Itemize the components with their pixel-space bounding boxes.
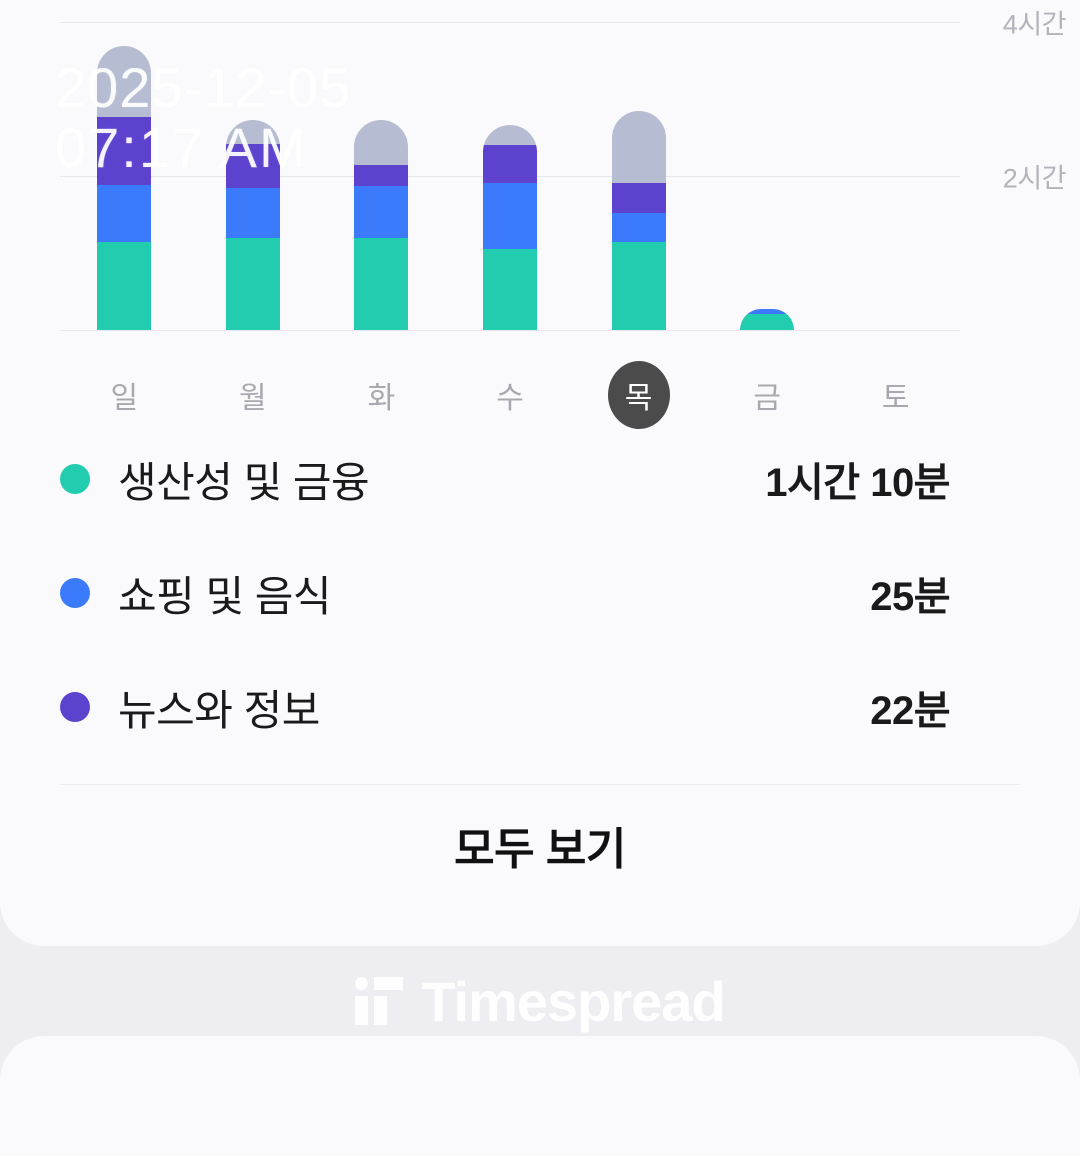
day-label-text: 토 bbox=[881, 382, 910, 415]
divider bbox=[60, 784, 1020, 785]
bar-segment bbox=[97, 117, 152, 185]
bar-segment bbox=[225, 144, 280, 189]
timespread-logo-icon bbox=[355, 977, 404, 1025]
day-label-text: 화 bbox=[367, 382, 396, 415]
chart-bar-월[interactable] bbox=[225, 0, 280, 330]
see-all-button[interactable]: 모두 보기 bbox=[454, 825, 626, 874]
bar-segment bbox=[354, 165, 409, 186]
list-item[interactable]: 쇼핑 및 음식 25분 bbox=[60, 536, 1020, 650]
stacked-bar bbox=[611, 111, 666, 330]
day-label-화[interactable]: 화 bbox=[354, 360, 408, 430]
chart-bar-목[interactable] bbox=[611, 0, 666, 330]
day-label-월[interactable]: 월 bbox=[226, 360, 280, 430]
day-label-text: 수 bbox=[496, 382, 524, 415]
stacked-bar bbox=[354, 119, 409, 330]
bar-segment bbox=[611, 241, 666, 330]
gridline-4h bbox=[60, 22, 960, 23]
legend-dot-shopping bbox=[60, 578, 90, 608]
day-label-일[interactable]: 일 bbox=[97, 360, 151, 430]
bar-segment bbox=[483, 125, 537, 146]
list-item[interactable]: 뉴스와 정보 22분 bbox=[60, 650, 1020, 764]
stacked-bar bbox=[225, 120, 280, 330]
bar-segment bbox=[740, 313, 795, 330]
bar-segment bbox=[225, 238, 280, 330]
day-label-금[interactable]: 금 bbox=[740, 360, 794, 430]
bar-segment bbox=[483, 249, 537, 330]
bar-segment bbox=[611, 111, 666, 184]
bar-segment bbox=[225, 188, 280, 239]
usage-summary-card: 4시간 2시간 일 월 화 수 목 금 토 생산성 및 금융 1시간 10분 쇼핑 및 음식… bbox=[0, 0, 1080, 946]
bar-segment bbox=[611, 183, 666, 213]
day-label-text: 일 bbox=[110, 382, 139, 415]
legend-item-duration: 1시간 10분 bbox=[765, 461, 950, 505]
stacked-bar bbox=[97, 46, 152, 330]
legend-item-duration: 22분 bbox=[870, 689, 950, 733]
chart-plot-area bbox=[60, 0, 960, 330]
next-card-peek bbox=[0, 1036, 1080, 1156]
bar-segment bbox=[225, 120, 280, 145]
bar-segment bbox=[354, 238, 409, 330]
legend-item-label: 생산성 및 금융 bbox=[118, 458, 370, 506]
y-axis-label-4h: 4시간 bbox=[1002, 9, 1067, 40]
legend-item-duration: 25분 bbox=[870, 575, 950, 619]
y-axis-label-2h: 2시간 bbox=[1002, 163, 1067, 194]
stacked-bar bbox=[740, 309, 795, 330]
day-label-text: 월 bbox=[239, 382, 267, 415]
bar-segment bbox=[740, 309, 795, 314]
chart-bar-토[interactable] bbox=[869, 0, 923, 330]
day-label-토[interactable]: 토 bbox=[869, 360, 923, 430]
watermark-label: Timespread bbox=[421, 969, 725, 1033]
day-label-수[interactable]: 수 bbox=[483, 360, 537, 430]
day-label-text: 목 bbox=[624, 382, 653, 415]
bar-segment bbox=[97, 241, 152, 330]
bar-segment bbox=[483, 183, 537, 250]
weekly-usage-chart: 4시간 2시간 bbox=[0, 0, 1080, 360]
legend-dot-news bbox=[60, 692, 90, 722]
bar-segment bbox=[354, 119, 409, 165]
timespread-watermark: Timespread bbox=[0, 966, 1080, 1036]
chart-bar-일[interactable] bbox=[97, 0, 152, 330]
chart-bar-수[interactable] bbox=[483, 0, 537, 330]
legend-item-label: 뉴스와 정보 bbox=[118, 686, 320, 734]
day-label-목[interactable]: 목 bbox=[612, 360, 666, 430]
chart-bar-화[interactable] bbox=[354, 0, 409, 330]
bar-segment bbox=[611, 212, 666, 242]
gridline-baseline bbox=[60, 330, 960, 331]
bar-segment bbox=[97, 184, 152, 242]
bar-segment bbox=[97, 46, 152, 118]
legend-dot-productivity bbox=[60, 464, 90, 494]
chart-bar-금[interactable] bbox=[740, 0, 795, 330]
list-item[interactable]: 생산성 및 금융 1시간 10분 bbox=[60, 422, 1020, 536]
category-legend-list: 생산성 및 금융 1시간 10분 쇼핑 및 음식 25분 뉴스와 정보 22분 bbox=[60, 422, 1020, 764]
day-label-text: 금 bbox=[753, 382, 781, 415]
bar-segment bbox=[354, 185, 409, 239]
legend-item-label: 쇼핑 및 음식 bbox=[118, 572, 332, 620]
bar-segment bbox=[483, 145, 537, 184]
stacked-bar bbox=[483, 125, 537, 330]
